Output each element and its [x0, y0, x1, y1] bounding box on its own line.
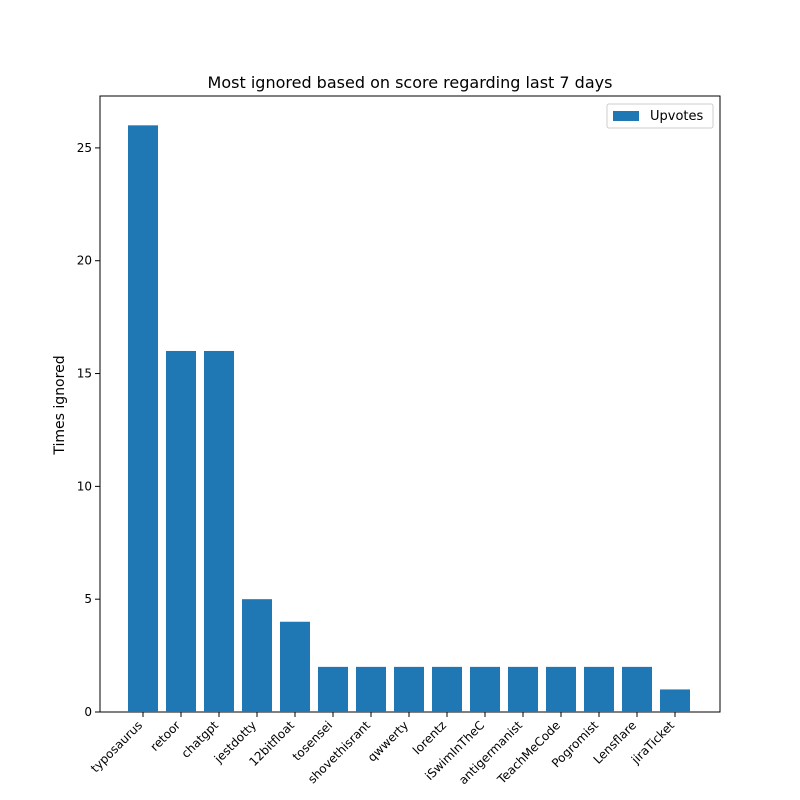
bar-TeachMeCode: [546, 666, 576, 712]
y-axis-label: Times ignored: [52, 355, 68, 455]
y-tick-label-10: 10: [77, 479, 92, 493]
bar-retoor: [166, 350, 196, 712]
bar-antigermanist: [508, 666, 538, 712]
bar-shovethisrant: [356, 666, 386, 712]
y-tick-label-0: 0: [84, 705, 92, 719]
bar-typosaurus: [128, 125, 158, 712]
bar-chatgpt: [204, 350, 234, 712]
chart-title: Most ignored based on score regarding la…: [208, 73, 613, 92]
bar-iSwimInTheC: [470, 666, 500, 712]
bar-Pogromist: [584, 666, 614, 712]
y-tick-label-5: 5: [84, 592, 92, 606]
legend-label-upvotes: Upvotes: [650, 109, 704, 124]
bar-jestdotty: [242, 599, 272, 712]
bars-group: [128, 125, 690, 712]
y-tick-label-25: 25: [77, 141, 92, 155]
bar-qwwerty: [394, 666, 424, 712]
legend-box: [606, 103, 714, 129]
bar-Lensflare: [622, 666, 652, 712]
y-tick-label-20: 20: [77, 254, 92, 268]
bar-12bitfloat: [280, 621, 310, 712]
legend: Upvotes: [606, 103, 714, 129]
bar-tosensei: [318, 666, 348, 712]
y-axis: 0 5 10 15 20 25: [77, 141, 100, 719]
y-tick-label-15: 15: [77, 367, 92, 381]
bar-lorentz: [432, 666, 462, 712]
legend-swatch-upvotes: [613, 111, 639, 121]
bar-jiraTicket: [660, 689, 690, 712]
